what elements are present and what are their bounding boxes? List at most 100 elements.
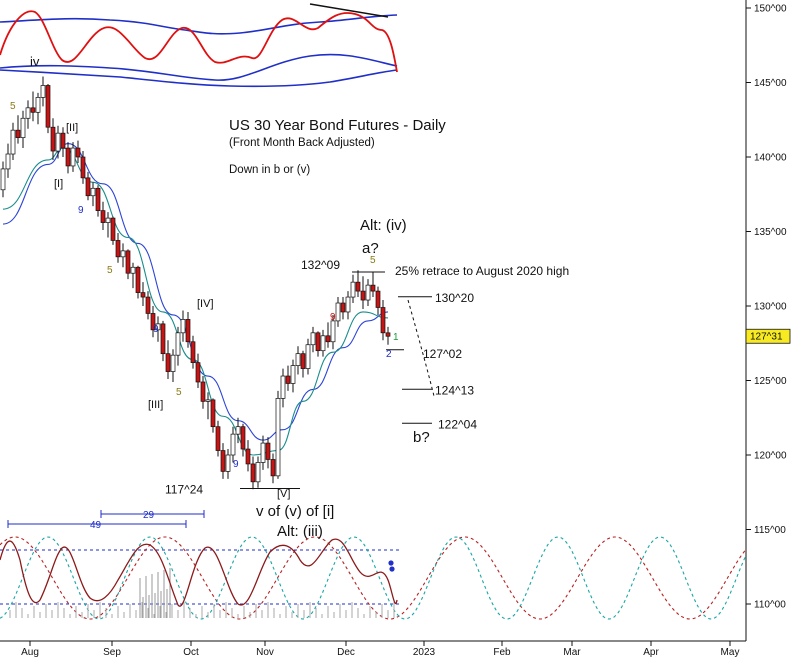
wave-label-iv-small: iv	[30, 54, 40, 69]
chart-subtitle: (Front Month Back Adjusted)	[229, 137, 375, 149]
x-tick-label: Sep	[103, 647, 121, 658]
candle	[260, 435, 266, 470]
price-level-label: 132^09	[301, 258, 340, 272]
candle	[55, 125, 61, 159]
candle	[235, 417, 241, 444]
price-level-label: 130^20	[435, 291, 474, 305]
candle	[250, 456, 256, 490]
candle	[335, 297, 341, 327]
candle	[385, 326, 391, 345]
candle	[380, 300, 386, 341]
candle	[220, 443, 226, 479]
last-price-label: 127^31	[750, 332, 783, 343]
price-level-lines: 132^09 130^20 127^02 124^13 122^04 117^24	[165, 258, 477, 496]
cycle-indicator-line	[0, 538, 398, 607]
chart-note: Down in b or (v)	[229, 164, 310, 176]
candle	[120, 243, 126, 268]
candle	[210, 398, 216, 433]
candle	[330, 314, 336, 350]
candle	[130, 262, 136, 289]
y-tick-label: 140^00	[754, 153, 787, 164]
sequential-count: 9	[153, 324, 159, 335]
candle	[185, 311, 191, 348]
annotation-a-question: a?	[362, 240, 379, 257]
candle	[215, 420, 221, 457]
candle	[365, 279, 371, 306]
wave-label-V: [V]	[277, 488, 290, 500]
x-tick-label: 2023	[413, 647, 436, 658]
candle	[175, 326, 181, 366]
candle	[165, 340, 171, 380]
candle	[280, 368, 286, 408]
y-tick-label: 130^00	[754, 302, 787, 313]
candle	[90, 182, 96, 207]
cycle-short-wave	[0, 536, 747, 620]
candle	[355, 270, 361, 298]
sequential-count: 5	[10, 101, 16, 112]
candle	[15, 115, 21, 144]
wave-label-IV: [IV]	[197, 298, 214, 310]
y-tick-label: 135^00	[754, 227, 787, 238]
candle	[65, 142, 71, 174]
candle	[100, 201, 106, 231]
sequential-count: 2	[386, 349, 392, 360]
candle	[300, 350, 306, 378]
x-tick-label: Apr	[643, 647, 659, 658]
oscillator-lower-band	[0, 69, 398, 88]
candle	[35, 92, 41, 125]
candle	[105, 212, 111, 238]
candle	[345, 291, 351, 320]
sequential-count: 5	[107, 265, 113, 276]
sequential-count: 5	[176, 387, 182, 398]
x-tick-label: Aug	[21, 647, 39, 658]
candle	[265, 437, 271, 469]
cycle-marker-29: 29	[100, 510, 205, 521]
x-tick-label: Feb	[493, 647, 511, 658]
candle	[315, 331, 321, 357]
annotation-alt-iii: Alt: (iii)	[277, 523, 323, 540]
oscillator-upper-band	[0, 14, 398, 35]
candle	[230, 426, 236, 463]
oscillator-panel	[0, 3, 398, 88]
candle	[375, 286, 381, 315]
candle	[85, 171, 91, 201]
x-tick-label: May	[721, 647, 740, 658]
candle	[295, 346, 301, 375]
candle	[95, 185, 101, 217]
candle	[360, 276, 366, 309]
cycle-long-wave	[0, 536, 747, 620]
candle	[75, 140, 81, 163]
candle	[30, 91, 36, 122]
candle	[180, 310, 186, 342]
y-tick-label: 120^00	[754, 451, 787, 462]
cycle-marker-29-label: 29	[143, 510, 155, 521]
candle	[40, 76, 46, 107]
candle	[5, 143, 11, 178]
candle	[325, 322, 331, 348]
candle	[190, 335, 196, 369]
x-tick-label: Oct	[183, 647, 199, 658]
x-tick-label: Mar	[563, 647, 581, 658]
candle	[70, 142, 76, 172]
sequential-count: 9	[330, 312, 336, 323]
candle	[370, 271, 376, 298]
projection-path	[407, 299, 435, 397]
y-axis: 150^00 145^00 140^00 135^00 130^00 125^00 120^…	[746, 4, 787, 611]
price-level-label: 122^04	[438, 417, 477, 431]
candle	[225, 449, 231, 479]
candle	[145, 291, 151, 320]
cycle-marker-49: 49	[7, 520, 187, 531]
y-tick-label: 125^00	[754, 376, 787, 387]
candle	[320, 329, 326, 357]
candle	[205, 392, 211, 420]
x-axis: Aug Sep Oct Nov Dec 2023 Feb Mar Apr May	[21, 641, 739, 658]
sequential-count: 5	[370, 255, 376, 266]
candle	[290, 359, 296, 393]
price-level-label: 124^13	[435, 383, 474, 397]
sequential-count: 1	[393, 332, 399, 343]
cycle-marker-49-label: 49	[90, 520, 102, 531]
candle	[135, 265, 141, 299]
candle	[115, 232, 121, 263]
candle	[150, 306, 156, 338]
candle	[155, 316, 161, 342]
